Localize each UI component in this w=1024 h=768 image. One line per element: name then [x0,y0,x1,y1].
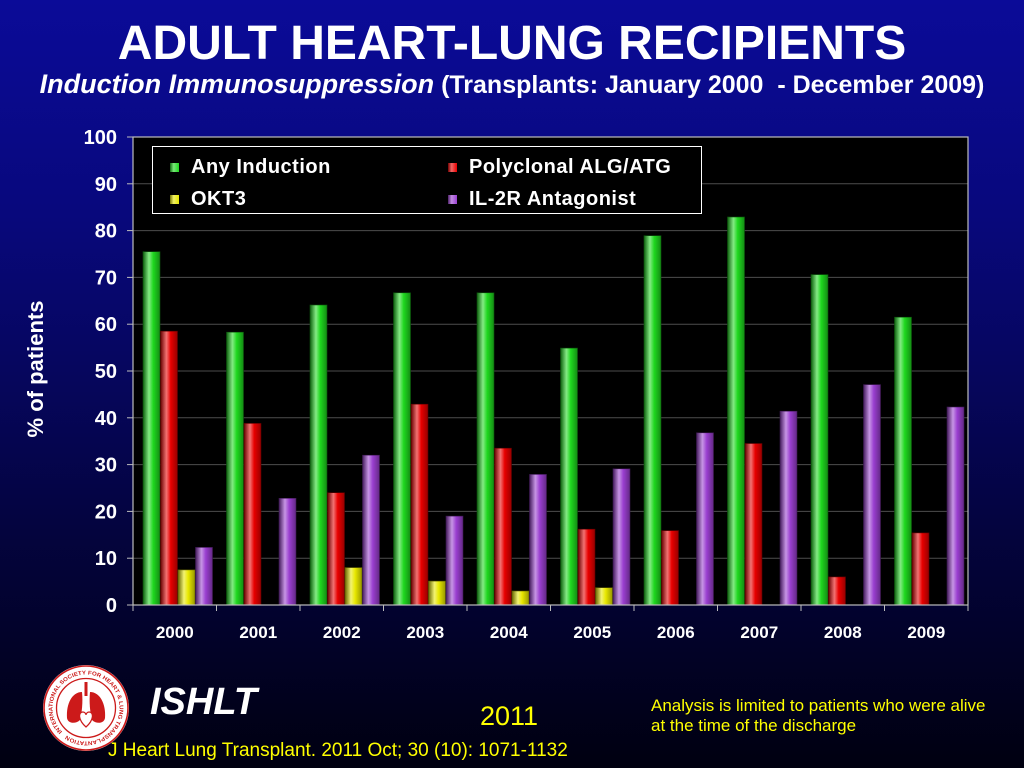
analysis-note: Analysis is limited to patients who were… [651,696,985,736]
legend-swatch-okt3 [169,194,180,205]
y-tick-label: 50 [95,361,117,383]
subtitle-detail: (Transplants: January 2000 - December 20… [434,71,985,99]
legend-label-il2r: IL-2R Antagonist [469,188,637,210]
bar-okt3-2000 [177,569,196,606]
year-label: 2011 [480,701,539,731]
x-tick-label: 2007 [740,623,778,642]
analysis-note-line-2: at the time of the discharge [651,716,857,735]
y-tick-label: 80 [95,221,117,243]
bar-any-induction-2001 [226,331,244,606]
bar-il-2r-antagonist-2005 [612,468,631,606]
y-tick-label: 100 [84,127,117,149]
legend-item-polyclonal: Polyclonal ALG/ATG [447,155,697,179]
subtitle-main: Induction Immunosuppression [39,69,435,99]
y-tick-label: 70 [95,267,117,289]
bar-polyclonal-alg-atg-2000 [160,330,178,606]
bar-any-induction-2000 [142,251,161,606]
y-tick-label: 10 [95,548,117,570]
x-tick-label: 2003 [406,623,444,642]
y-tick-label: 40 [95,408,117,430]
x-tick-label: 2006 [657,623,695,642]
bar-il-2r-antagonist-2002 [362,454,380,606]
bar-il-2r-antagonist-2007 [779,410,798,606]
bar-il-2r-antagonist-2004 [529,474,547,606]
bar-il-2r-antagonist-2006 [696,432,714,606]
chart-legend: Any Induction Polyclonal ALG/ATG OKT3 IL… [152,146,702,214]
bar-polyclonal-alg-atg-2005 [577,528,596,606]
x-tick-label: 2001 [239,623,277,642]
bar-il-2r-antagonist-2008 [863,384,881,606]
bar-any-induction-2005 [560,347,578,606]
x-tick-label: 2008 [824,623,862,642]
bar-any-induction-2008 [810,274,829,606]
legend-swatch-any-induction [169,162,180,173]
bar-il-2r-antagonist-2001 [278,497,297,606]
bar-okt3-2003 [428,580,446,606]
x-tick-label: 2000 [156,623,194,642]
y-tick-label: 60 [95,314,117,336]
y-axis-label: % of patients [23,301,48,438]
legend-item-okt3: OKT3 [169,187,419,211]
x-tick-label: 2009 [907,623,945,642]
bar-any-induction-2004 [476,292,495,606]
bars [142,216,965,606]
legend-label-okt3: OKT3 [191,188,247,210]
y-tick-label: 30 [95,455,117,477]
x-tick-label: 2005 [573,623,611,642]
legend-swatch-il2r [447,194,458,205]
y-tick-label: 20 [95,501,117,523]
x-tick-label: 2002 [323,623,361,642]
legend-label-any-induction: Any Induction [191,156,331,178]
legend-label-polyclonal: Polyclonal ALG/ATG [469,156,672,178]
journal-citation: J Heart Lung Transplant. 2011 Oct; 30 (1… [108,740,568,761]
legend-item-any-induction: Any Induction [169,155,419,179]
axes: 0 10 20 30 40 50 60 70 80 90 100 2000 2001 2002 2003 20… [84,127,969,642]
bar-okt3-2004 [511,590,530,606]
bar-il-2r-antagonist-2000 [195,547,213,606]
slide-title: ADULT HEART-LUNG RECIPIENTS [117,17,907,70]
legend-item-il2r: IL-2R Antagonist [447,187,697,211]
bar-any-induction-2003 [393,292,411,606]
ishlt-wordmark: ISHLT [150,681,257,723]
x-tick-label: 2004 [490,623,528,642]
bar-polyclonal-alg-atg-2004 [494,447,512,606]
bar-any-induction-2007 [727,216,745,606]
bar-il-2r-antagonist-2003 [445,515,464,606]
bar-any-induction-2002 [309,304,328,606]
bar-polyclonal-alg-atg-2007 [744,443,763,606]
bar-any-induction-2006 [643,235,662,606]
y-tick-label: 90 [95,174,117,196]
legend-swatch-polyclonal [447,162,458,173]
y-tick-label: 0 [106,595,117,617]
bar-okt3-2002 [344,567,363,606]
bar-polyclonal-alg-atg-2006 [661,530,679,606]
bar-okt3-2005 [595,587,613,606]
bar-chart: 0 10 20 30 40 50 60 70 80 90 100 2000 2001 2002 2003 20… [23,127,969,642]
analysis-note-line-1: Analysis is limited to patients who were… [651,696,986,715]
slide-subtitle: Induction Immunosuppression (Transplants… [0,71,1024,102]
bar-polyclonal-alg-atg-2001 [243,423,262,606]
gridlines [133,183,968,559]
ishlt-seal-logo: INTERNATIONAL SOCIETY FOR HEART & LUNG T… [43,665,129,751]
bar-polyclonal-alg-atg-2009 [911,532,930,606]
bar-polyclonal-alg-atg-2002 [327,492,345,606]
bar-polyclonal-alg-atg-2008 [828,576,846,606]
bar-any-induction-2009 [894,316,912,606]
bar-polyclonal-alg-atg-2003 [410,403,429,606]
bar-il-2r-antagonist-2009 [946,406,965,606]
